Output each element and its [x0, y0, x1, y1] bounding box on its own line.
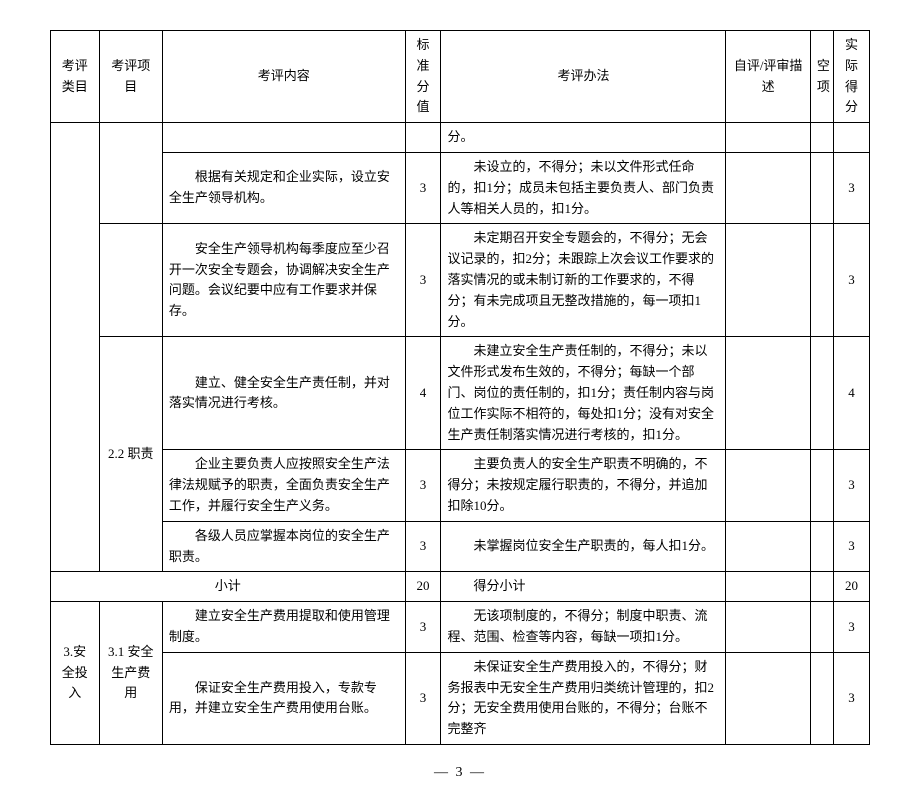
cell-content: 建立安全生产费用提取和使用管理制度。	[162, 602, 405, 653]
cell-self	[726, 123, 810, 153]
cell-blank	[810, 652, 833, 744]
cell-actual: 4	[834, 337, 870, 450]
cell-content: 建立、健全安全生产责任制，并对落实情况进行考核。	[162, 337, 405, 450]
header-category: 考评类目	[51, 31, 100, 123]
cell-item	[99, 123, 162, 224]
cell-actual: 3	[834, 224, 870, 337]
cell-actual	[834, 123, 870, 153]
cell-std: 3	[405, 224, 441, 337]
page-number: — 3 —	[50, 765, 870, 781]
cell-method: 未定期召开安全专题会的，不得分；无会议记录的，扣2分；未跟踪上次会议工作要求的落…	[441, 224, 726, 337]
cell-std: 3	[405, 602, 441, 653]
cell-blank	[810, 521, 833, 572]
table-row: 安全生产领导机构每季度应至少召开一次安全专题会，协调解决安全生产问题。会议纪要中…	[51, 224, 870, 337]
header-std-score: 标准分值	[405, 31, 441, 123]
cell-std: 3	[405, 450, 441, 521]
cell-actual: 3	[834, 521, 870, 572]
cell-method: 分。	[441, 123, 726, 153]
cell-actual: 3	[834, 450, 870, 521]
cell-blank	[810, 123, 833, 153]
cell-content: 保证安全生产费用投入，专款专用，并建立安全生产费用使用台账。	[162, 652, 405, 744]
cell-category: 3.安全投入	[51, 602, 100, 745]
cell-self	[726, 152, 810, 223]
cell-self	[726, 521, 810, 572]
cell-self	[726, 337, 810, 450]
table-row: 根据有关规定和企业实际，设立安全生产领导机构。 3 未设立的，不得分；未以文件形…	[51, 152, 870, 223]
cell-blank	[810, 337, 833, 450]
cell-content: 安全生产领导机构每季度应至少召开一次安全专题会，协调解决安全生产问题。会议纪要中…	[162, 224, 405, 337]
subtotal-std: 20	[405, 572, 441, 602]
cell-method: 未保证安全生产费用投入的，不得分；财务报表中无安全生产费用归类统计管理的，扣2分…	[441, 652, 726, 744]
cell-content: 各级人员应掌握本岗位的安全生产职责。	[162, 521, 405, 572]
table-row: 3.安全投入 3.1 安全生产费用 建立安全生产费用提取和使用管理制度。 3 无…	[51, 602, 870, 653]
cell-category	[51, 123, 100, 572]
cell-content: 根据有关规定和企业实际，设立安全生产领导机构。	[162, 152, 405, 223]
cell-content: 企业主要负责人应按照安全生产法律法规赋予的职责，全面负责安全生产工作，并履行安全…	[162, 450, 405, 521]
subtotal-blank	[810, 572, 833, 602]
table-row: 2.2 职责 建立、健全安全生产责任制，并对落实情况进行考核。 4 未建立安全生…	[51, 337, 870, 450]
cell-std: 4	[405, 337, 441, 450]
header-self: 自评/评审描述	[726, 31, 810, 123]
subtotal-self	[726, 572, 810, 602]
cell-self	[726, 450, 810, 521]
cell-blank	[810, 450, 833, 521]
header-item: 考评项目	[99, 31, 162, 123]
cell-std: 3	[405, 521, 441, 572]
cell-actual: 3	[834, 602, 870, 653]
cell-blank	[810, 152, 833, 223]
cell-content	[162, 123, 405, 153]
cell-method: 无该项制度的，不得分；制度中职责、流程、范围、检查等内容，每缺一项扣1分。	[441, 602, 726, 653]
cell-blank	[810, 602, 833, 653]
cell-std	[405, 123, 441, 153]
cell-self	[726, 602, 810, 653]
table-row: 企业主要负责人应按照安全生产法律法规赋予的职责，全面负责安全生产工作，并履行安全…	[51, 450, 870, 521]
cell-blank	[810, 224, 833, 337]
cell-item: 3.1 安全生产费用	[99, 602, 162, 745]
header-actual: 实际得分	[834, 31, 870, 123]
subtotal-method-label: 得分小计	[441, 572, 726, 602]
header-blank: 空项	[810, 31, 833, 123]
subtotal-label: 小计	[51, 572, 406, 602]
cell-method: 未设立的，不得分；未以文件形式任命的，扣1分；成员未包括主要负责人、部门负责人等…	[441, 152, 726, 223]
cell-item	[99, 224, 162, 337]
table-row: 保证安全生产费用投入，专款专用，并建立安全生产费用使用台账。 3 未保证安全生产…	[51, 652, 870, 744]
cell-method: 未掌握岗位安全生产职责的，每人扣1分。	[441, 521, 726, 572]
cell-method: 未建立安全生产责任制的，不得分；未以文件形式发布生效的，不得分；每缺一个部门、岗…	[441, 337, 726, 450]
cell-actual: 3	[834, 152, 870, 223]
cell-std: 3	[405, 652, 441, 744]
header-method: 考评办法	[441, 31, 726, 123]
cell-actual: 3	[834, 652, 870, 744]
subtotal-actual: 20	[834, 572, 870, 602]
evaluation-table: 考评类目 考评项目 考评内容 标准分值 考评办法 自评/评审描述 空项 实际得分…	[50, 30, 870, 745]
cell-method: 主要负责人的安全生产职责不明确的，不得分；未按规定履行职责的，不得分，并追加扣除…	[441, 450, 726, 521]
subtotal-row: 小计 20 得分小计 20	[51, 572, 870, 602]
table-row: 各级人员应掌握本岗位的安全生产职责。 3 未掌握岗位安全生产职责的，每人扣1分。…	[51, 521, 870, 572]
table-row: 分。	[51, 123, 870, 153]
header-content: 考评内容	[162, 31, 405, 123]
cell-std: 3	[405, 152, 441, 223]
table-header: 考评类目 考评项目 考评内容 标准分值 考评办法 自评/评审描述 空项 实际得分	[51, 31, 870, 123]
cell-self	[726, 652, 810, 744]
cell-item: 2.2 职责	[99, 337, 162, 572]
cell-self	[726, 224, 810, 337]
